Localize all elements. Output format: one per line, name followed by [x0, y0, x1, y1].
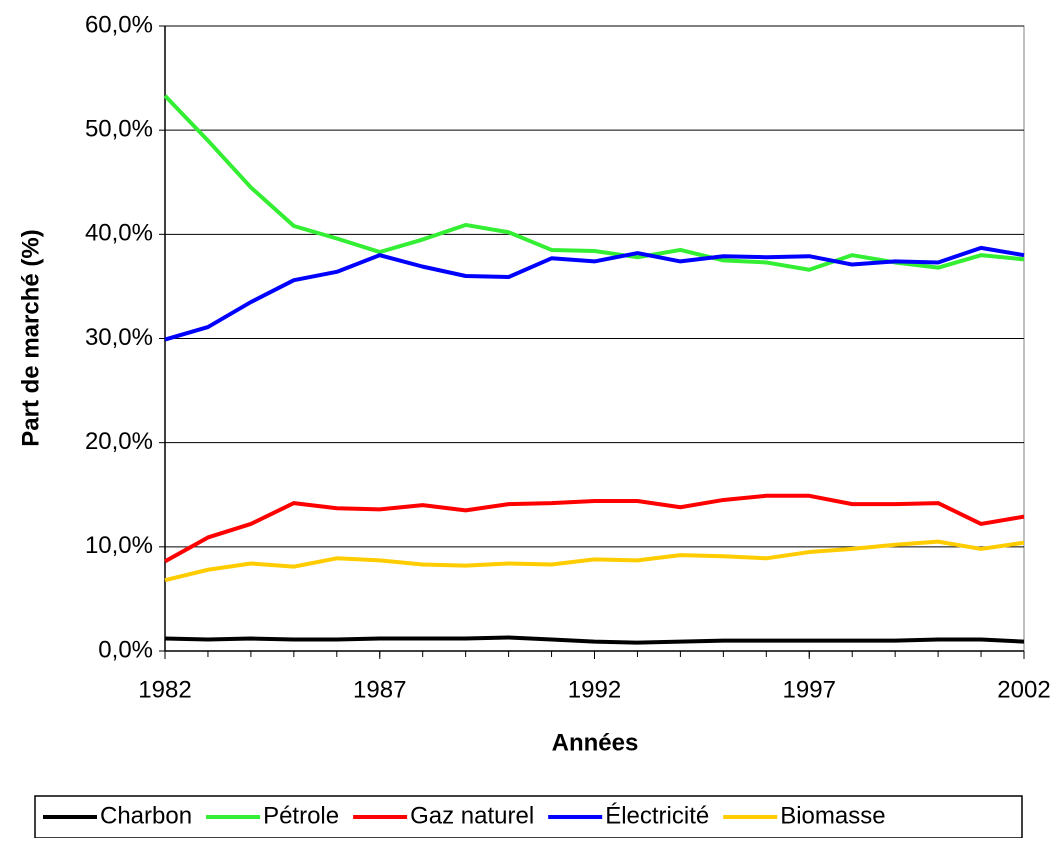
- y-tick-label: 10,0%: [85, 532, 153, 559]
- series-line: [164, 245, 1025, 342]
- y-axis-label: Part de marché (%): [17, 229, 44, 446]
- legend-label: Gaz naturel: [410, 802, 534, 829]
- series-line: [163, 94, 1025, 272]
- y-tick-label: 0,0%: [98, 636, 153, 663]
- x-tick-label: 1987: [353, 676, 406, 703]
- x-tick-label: 2002: [997, 676, 1050, 703]
- legend-label: Biomasse: [780, 802, 885, 829]
- y-tick-label: 40,0%: [85, 220, 153, 247]
- series-line: [164, 635, 1025, 645]
- legend-label: Charbon: [100, 802, 192, 829]
- legend-label: Électricité: [605, 802, 709, 829]
- x-tick-label: 1992: [568, 676, 621, 703]
- x-axis-label: Années: [552, 729, 639, 756]
- x-tick-label: 1982: [138, 676, 191, 703]
- y-tick-label: 60,0%: [85, 11, 153, 38]
- series-line: [164, 493, 1025, 564]
- series-line: [164, 539, 1025, 583]
- legend-label: Pétrole: [263, 802, 339, 829]
- x-tick-label: 1997: [783, 676, 836, 703]
- y-tick-label: 50,0%: [85, 116, 153, 143]
- y-tick-label: 20,0%: [85, 428, 153, 455]
- y-tick-label: 30,0%: [85, 324, 153, 351]
- legend-box: [34, 795, 1023, 839]
